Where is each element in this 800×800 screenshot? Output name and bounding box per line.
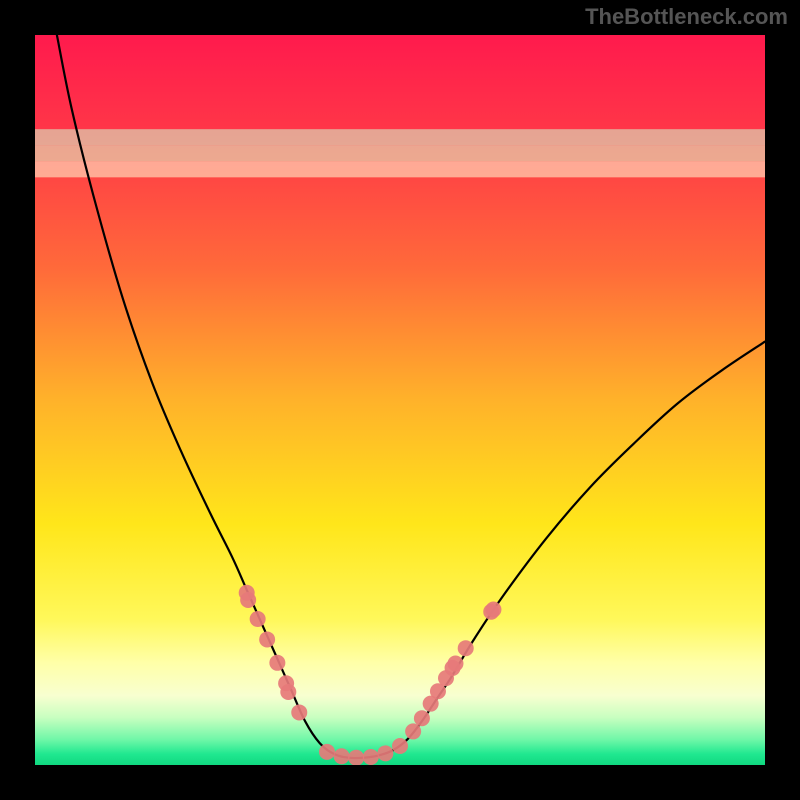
marker-bottom xyxy=(377,745,393,761)
plot-area xyxy=(35,35,765,765)
marker-left xyxy=(269,655,285,671)
marker-left xyxy=(291,704,307,720)
safe-band xyxy=(35,145,765,161)
marker-bottom xyxy=(348,750,364,765)
marker-right xyxy=(405,723,421,739)
marker-left xyxy=(280,684,296,700)
marker-bottom xyxy=(334,748,350,764)
marker-bottom xyxy=(363,749,379,765)
safe-band xyxy=(35,161,765,177)
marker-bottom xyxy=(319,744,335,760)
marker-right xyxy=(485,602,501,618)
marker-left xyxy=(240,592,256,608)
plot-svg xyxy=(35,35,765,765)
marker-right xyxy=(447,656,463,672)
chart-frame: TheBottleneck.com xyxy=(0,0,800,800)
marker-right xyxy=(414,710,430,726)
watermark-text: TheBottleneck.com xyxy=(585,4,788,30)
marker-left xyxy=(259,631,275,647)
marker-right xyxy=(458,640,474,656)
marker-bottom xyxy=(392,738,408,754)
safe-band xyxy=(35,129,765,145)
marker-left xyxy=(250,611,266,627)
